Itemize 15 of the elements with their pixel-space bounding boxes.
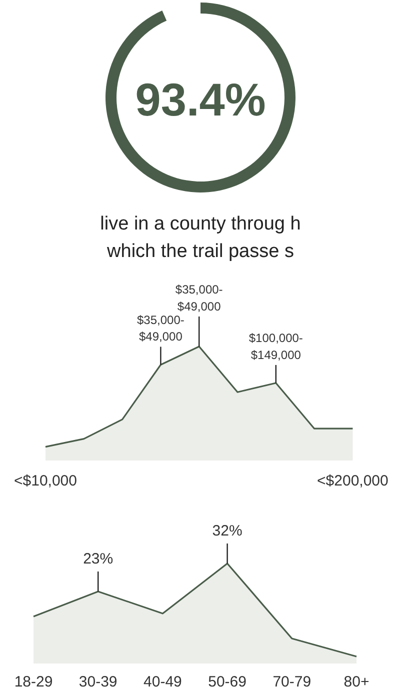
x-tick-label: 18-29 — [14, 674, 53, 690]
x-tick-label: <$200,000 — [317, 472, 388, 490]
data-label: 93.4% — [135, 74, 266, 126]
x-tick-label: 70-79 — [272, 674, 312, 690]
x-tick-label: 80+ — [344, 674, 370, 690]
text: live in a county throug h which the trail passe s — [100, 214, 301, 262]
text: 23% — [83, 550, 114, 568]
x-tick-label: 50-69 — [208, 674, 246, 690]
x-tick-label: 40-49 — [144, 674, 182, 690]
text: 32% — [212, 522, 242, 540]
x-tick-label: 30-39 — [78, 674, 118, 690]
annotation: $35,000- $49,000 — [175, 282, 223, 314]
annotation: $35,000- $49,000 — [137, 312, 184, 344]
annotation: $100,000- $149,000 — [248, 331, 303, 362]
x-tick-label: <$10,000 — [14, 472, 77, 490]
